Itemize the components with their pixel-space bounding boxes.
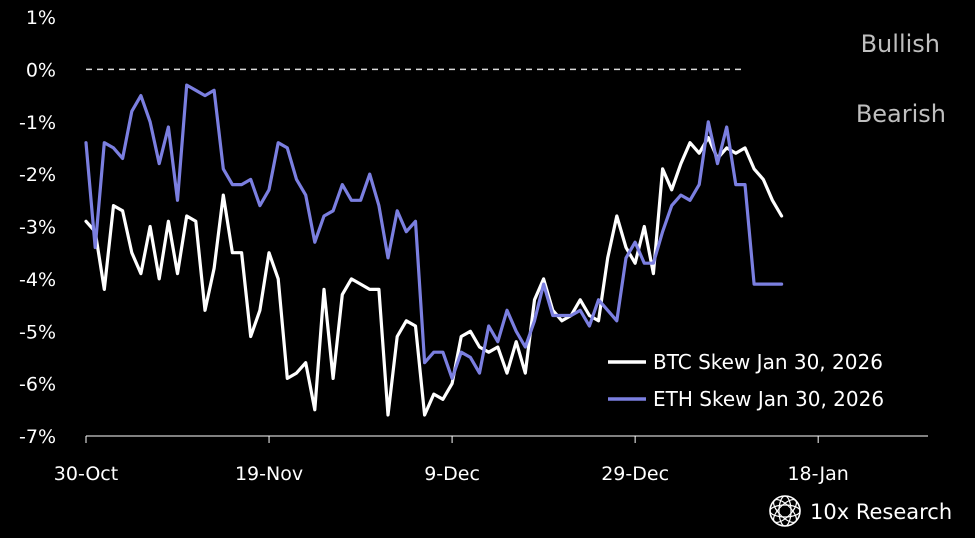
y-tick-label: -6% (19, 374, 56, 396)
y-tick-label: -4% (19, 269, 56, 291)
y-tick-label: 1% (26, 7, 56, 29)
x-tick-label: 29-Dec (601, 463, 669, 485)
legend: BTC Skew Jan 30, 2026 ETH Skew Jan 30, 2… (608, 350, 884, 411)
y-tick-label: -2% (19, 164, 56, 186)
legend-label-btc: BTC Skew Jan 30, 2026 (653, 350, 883, 374)
x-tick-label: 19-Nov (235, 463, 303, 485)
x-tick-label: 18-Jan (787, 463, 848, 485)
y-tick-label: -1% (19, 112, 56, 134)
axes-layer: 1% 0% -1% -2% -3% -4% -5% -6% -7% 30-Oct 19-Nov 9-D… (19, 7, 928, 485)
annotation-bearish: Bearish (856, 100, 946, 128)
x-tick-label: 30-Oct (54, 463, 118, 485)
y-tick-label: -5% (19, 321, 56, 343)
series-layer (84, 83, 784, 417)
annotations-layer: Bullish Bearish (856, 30, 946, 128)
annotation-bullish: Bullish (861, 30, 940, 58)
y-tick-label: 0% (26, 59, 56, 81)
eth-skew-line (84, 83, 784, 380)
x-tick-label: 9-Dec (424, 463, 480, 485)
y-tick-label: -7% (19, 426, 56, 448)
brand-text: 10x Research (810, 500, 952, 524)
geometric-globe-icon (769, 495, 801, 527)
legend-label-eth: ETH Skew Jan 30, 2026 (653, 387, 884, 411)
y-tick-label: -3% (19, 217, 56, 239)
btc-skew-line (84, 135, 784, 417)
branding: 10x Research (769, 495, 952, 527)
